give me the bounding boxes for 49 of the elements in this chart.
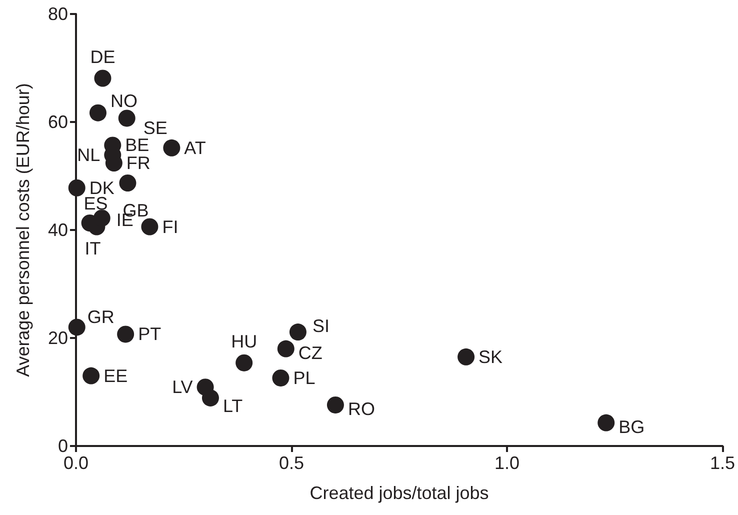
x-tick-label: 1.0 — [494, 453, 520, 473]
data-label: PL — [293, 368, 316, 388]
data-label: GR — [87, 307, 114, 328]
data-label: IT — [84, 238, 101, 258]
data-label: BG — [618, 416, 645, 437]
point — [326, 396, 344, 414]
data-label: LT — [222, 396, 243, 416]
point — [236, 354, 253, 372]
data-label: NO — [110, 90, 138, 111]
point — [118, 110, 136, 127]
data-label: SK — [478, 346, 503, 367]
data-label: FI — [162, 216, 178, 237]
point — [141, 218, 158, 236]
data-label: FR — [126, 153, 150, 174]
point — [202, 389, 219, 406]
data-label: LV — [172, 377, 193, 398]
point — [598, 414, 615, 432]
x-tick-label: 1.5 — [710, 453, 736, 473]
y-tick-label: 60 — [48, 112, 68, 132]
y-tick-label: 40 — [48, 220, 68, 240]
data-label: HU — [231, 331, 258, 352]
point — [68, 318, 86, 336]
data-label: PT — [138, 324, 162, 344]
data-label: AT — [184, 138, 206, 158]
point — [68, 179, 86, 196]
y-tick-label: 0 — [58, 436, 68, 456]
point — [458, 348, 475, 366]
x-tick-label: 0.0 — [63, 453, 89, 473]
data-label: SI — [312, 316, 330, 336]
data-label: DE — [90, 46, 116, 67]
point — [119, 174, 136, 192]
x-axis-title: Created jobs/total jobs — [310, 483, 489, 503]
point — [117, 326, 134, 343]
x-tick-label: 0.5 — [278, 453, 304, 473]
y-tick-label: 20 — [48, 328, 68, 348]
point — [272, 369, 290, 386]
point — [163, 139, 180, 156]
point — [94, 70, 112, 87]
data-label: RO — [348, 398, 375, 419]
data-label: NL — [77, 144, 100, 165]
point — [93, 210, 110, 227]
point — [82, 367, 100, 384]
point — [90, 104, 106, 122]
data-label: EE — [104, 366, 128, 386]
point — [277, 340, 294, 358]
y-tick-label: 80 — [48, 4, 68, 24]
point — [289, 324, 306, 341]
y-axis-title: Average personnel costs (EUR/hour) — [13, 83, 33, 377]
data-label: CZ — [298, 342, 322, 363]
